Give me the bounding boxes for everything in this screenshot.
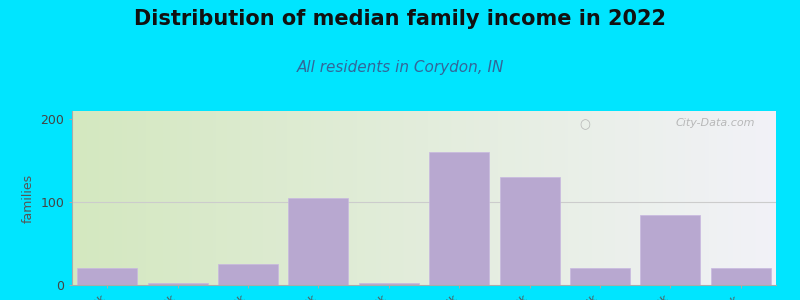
Bar (500, 177, 559, 285)
Bar (641, 214, 700, 285)
Bar (289, 198, 348, 285)
Y-axis label: families: families (22, 173, 35, 223)
Bar (148, 283, 207, 285)
Bar (218, 264, 278, 285)
Bar (570, 268, 630, 285)
Text: ○: ○ (579, 118, 590, 131)
Text: All residents in Corydon, IN: All residents in Corydon, IN (296, 60, 504, 75)
Bar (78, 268, 137, 285)
Bar (359, 283, 418, 285)
Text: City-Data.com: City-Data.com (675, 118, 755, 128)
Bar (711, 268, 770, 285)
Text: Distribution of median family income in 2022: Distribution of median family income in … (134, 9, 666, 29)
Bar (430, 152, 489, 285)
